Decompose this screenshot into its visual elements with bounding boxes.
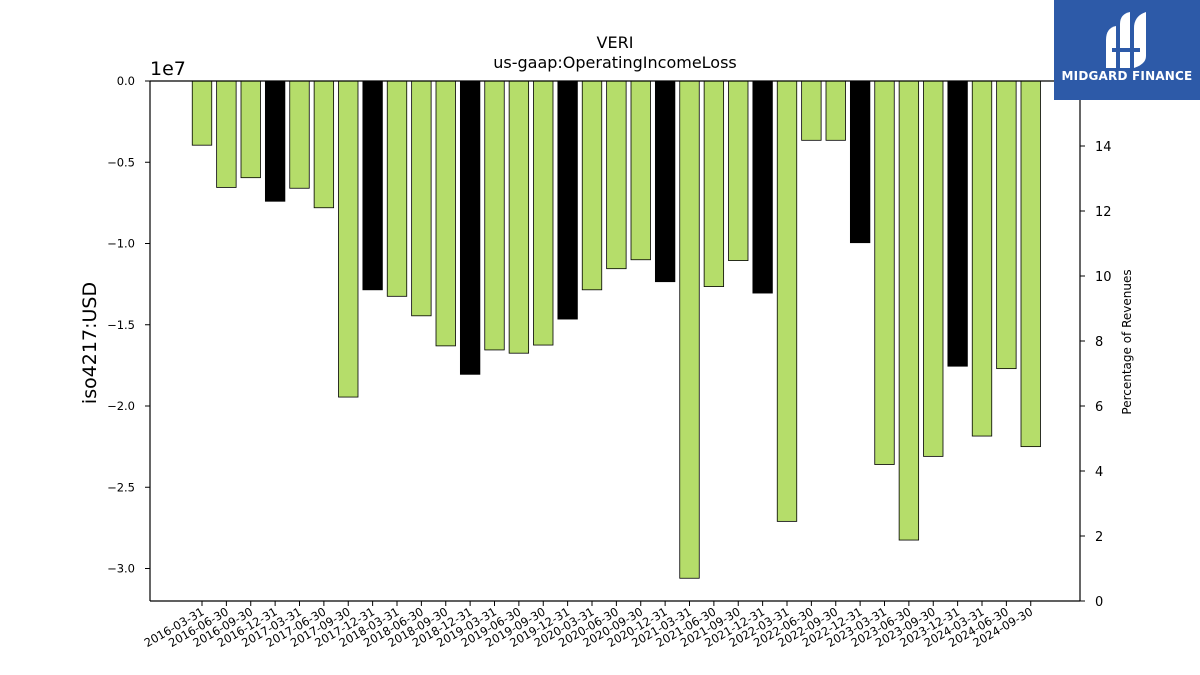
- bar-2023-06-30: [898, 80, 920, 541]
- midgard-logo-icon: [1106, 12, 1146, 68]
- bar-2017-12-31: [362, 80, 383, 291]
- logo-brand-text: MIDGARD FINANCE: [1061, 69, 1193, 83]
- y-tick-label: 0.0: [117, 74, 135, 88]
- bar-2018-06-30: [411, 80, 432, 317]
- y-tick-label: −0.5: [107, 155, 135, 169]
- bar-2018-12-31: [459, 80, 481, 375]
- bar-2016-03-31: [191, 80, 213, 146]
- bar-2017-06-30: [313, 80, 335, 209]
- bar-2017-09-30: [338, 80, 359, 398]
- bar-2023-03-31: [874, 80, 895, 465]
- y-axis-label: iso4217:USD: [79, 282, 101, 404]
- bar-2021-12-31: [752, 80, 773, 294]
- y2-tick-label: 0: [1095, 595, 1103, 610]
- bar-2018-09-30: [435, 80, 456, 347]
- bar-2023-12-31: [947, 80, 968, 367]
- bar-2020-09-30: [630, 80, 651, 261]
- bar-2023-09-30: [923, 80, 944, 457]
- y2-tick-label: 4: [1095, 465, 1103, 480]
- bar-2021-06-30: [703, 80, 725, 287]
- x-axis-ticks: 2016-03-312016-06-302016-09-302016-12-31…: [142, 601, 1035, 650]
- midgard-finance-logo: MIDGARD FINANCE: [1054, 0, 1200, 100]
- y2-axis-ticks: 0 2 4 6 8 10 12 14: [1080, 140, 1112, 610]
- bar-2024-06-30: [996, 80, 1017, 370]
- bar-2022-06-30: [801, 80, 822, 141]
- y-axis-ticks: 0.0 −0.5 −1.0 −1.5 −2.0 −2.5 −3.0: [107, 74, 150, 576]
- y-tick-label: −1.0: [107, 237, 135, 251]
- y-tick-label: −3.0: [107, 562, 135, 576]
- bar-2022-09-30: [825, 80, 846, 141]
- bar-2020-06-30: [606, 80, 627, 270]
- bar-2022-03-31: [776, 80, 798, 522]
- bar-2020-12-31: [654, 80, 676, 283]
- y2-tick-label: 10: [1095, 270, 1112, 285]
- y-offset-text: 1e7: [150, 58, 186, 80]
- bar-2016-09-30: [240, 80, 261, 179]
- y2-tick-label: 12: [1095, 205, 1112, 220]
- bar-2024-03-31: [971, 80, 993, 437]
- bar-2021-09-30: [728, 80, 749, 261]
- bar-2016-12-31: [264, 80, 286, 202]
- bar-2021-03-31: [679, 80, 700, 579]
- y2-tick-label: 8: [1095, 335, 1103, 350]
- bars-group: [191, 80, 1041, 579]
- y2-tick-label: 14: [1095, 140, 1112, 155]
- bar-2024-09-30: [1020, 80, 1041, 448]
- bar-2022-12-31: [849, 80, 871, 244]
- y2-axis-label: Percentage of Revenues: [1120, 269, 1134, 414]
- y-tick-label: −2.5: [107, 480, 135, 494]
- chart-subtitle: us-gaap:OperatingIncomeLoss: [493, 53, 737, 72]
- bar-2019-03-31: [484, 80, 505, 351]
- bar-2018-03-31: [386, 80, 408, 297]
- y-tick-label: −1.5: [107, 318, 135, 332]
- y2-tick-label: 6: [1095, 400, 1103, 415]
- bar-2020-03-31: [581, 80, 603, 291]
- bar-2019-09-30: [533, 80, 554, 346]
- chart-title: VERI: [597, 33, 634, 52]
- bar-2019-06-30: [508, 80, 530, 354]
- bar-2017-03-31: [289, 80, 310, 189]
- y-tick-label: −2.0: [107, 399, 135, 413]
- bar-2019-12-31: [557, 80, 578, 320]
- y2-tick-label: 2: [1095, 530, 1103, 545]
- bar-2016-06-30: [216, 80, 237, 188]
